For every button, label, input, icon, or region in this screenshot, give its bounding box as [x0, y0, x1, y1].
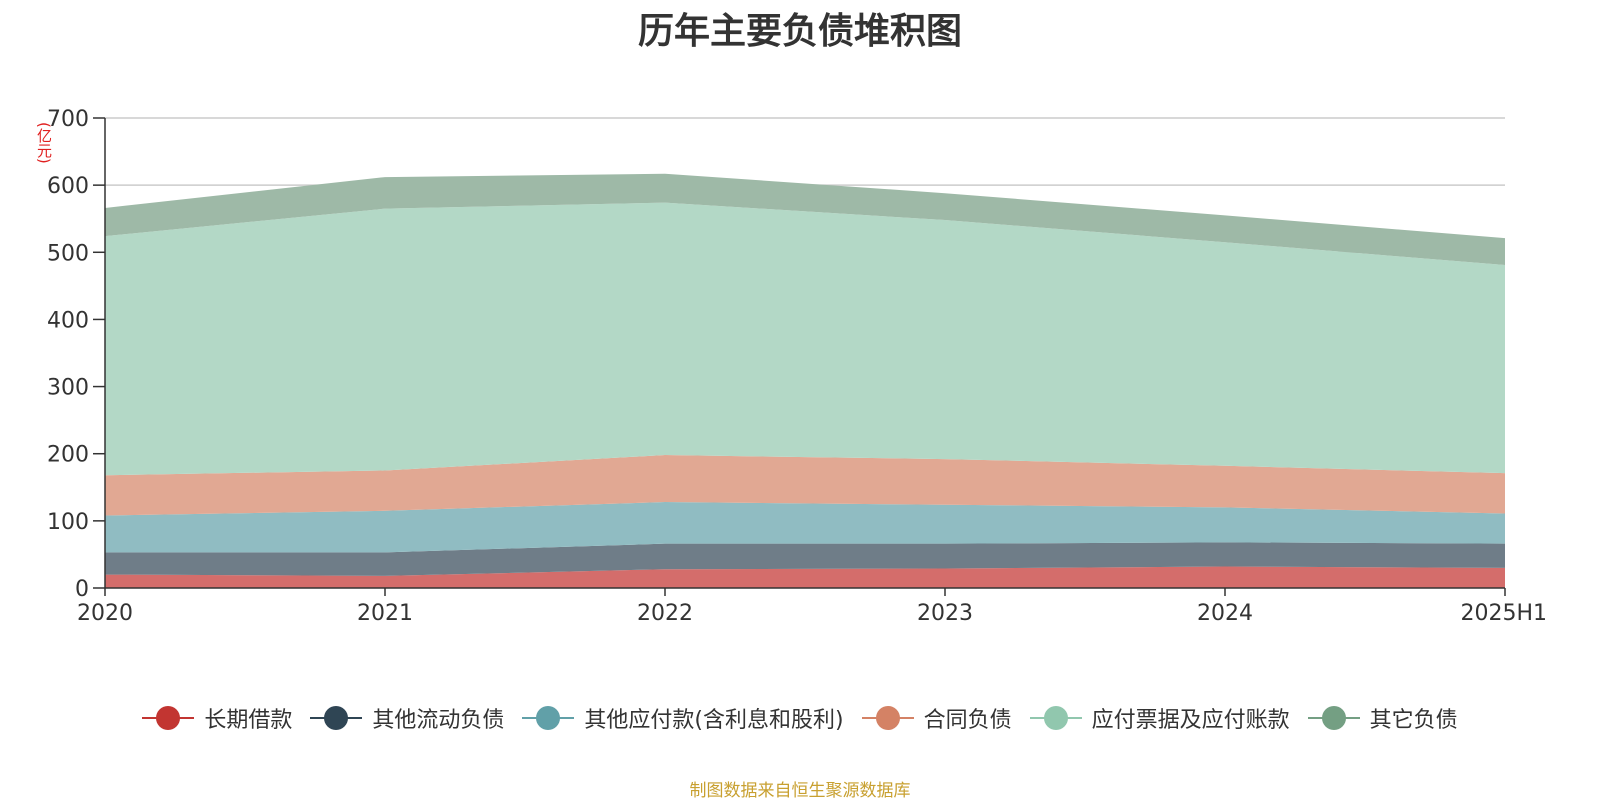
y-tick-label: 400 — [47, 308, 89, 333]
legend-label: 合同负债 — [923, 708, 1012, 733]
x-tick-label: 2022 — [637, 601, 693, 626]
area-series-4 — [105, 455, 1505, 516]
legend-swatch-icon — [310, 706, 363, 730]
legend-label: 其他应付款(含利息和股利) — [584, 708, 844, 733]
x-tick-label: 2021 — [357, 601, 413, 626]
y-tick-label: 0 — [75, 577, 89, 602]
area-series-1 — [105, 566, 1505, 588]
y-tick-label: 100 — [47, 510, 89, 535]
legend-label: 其他流动负债 — [372, 708, 505, 733]
y-axis-unit-label: (亿元) — [35, 122, 53, 164]
area-series-6 — [105, 173, 1505, 266]
data-source-note: 制图数据来自恒生聚源数据库 — [689, 781, 911, 801]
y-tick-label: 500 — [47, 241, 89, 266]
y-tick-label: 700 — [47, 107, 89, 132]
legend-label: 其它负债 — [1369, 708, 1458, 733]
x-tick-label: 2024 — [1197, 601, 1253, 626]
stacked-area-chart: 0 100 200 300 400 500 600 700 2020 2021 2022 2023 20… — [47, 107, 1547, 626]
y-tick-label: 600 — [47, 174, 89, 199]
legend-item-4[interactable]: 合同负债 — [861, 702, 1012, 734]
chart-legend: 长期借款 其他流动负债 其他应付款(含利息和股利) 合同负债 应付票据及应付账款 其它负债 — [0, 700, 1600, 736]
x-tick-label: 2020 — [77, 601, 133, 626]
area-series-2 — [105, 542, 1505, 576]
legend-item-1[interactable]: 长期借款 — [142, 702, 292, 734]
legend-label: 长期借款 — [204, 708, 293, 733]
area-series-3 — [105, 502, 1505, 553]
legend-swatch-icon — [1307, 706, 1360, 730]
chart-title: 历年主要负债堆积图 — [637, 11, 962, 52]
legend-swatch-icon — [522, 706, 575, 730]
x-tick-label: 2023 — [917, 601, 973, 626]
legend-label: 应付票据及应付账款 — [1091, 708, 1290, 733]
legend-swatch-icon — [142, 706, 195, 730]
legend-item-5[interactable]: 应付票据及应付账款 — [1029, 702, 1290, 734]
legend-item-6[interactable]: 其它负债 — [1307, 702, 1458, 734]
y-tick-label: 300 — [47, 376, 89, 401]
area-series-5 — [105, 202, 1505, 476]
legend-item-2[interactable]: 其他流动负债 — [310, 702, 504, 734]
legend-swatch-icon — [1029, 706, 1082, 730]
legend-item-3[interactable]: 其他应付款(含利息和股利) — [522, 702, 844, 734]
legend-swatch-icon — [861, 706, 914, 730]
y-tick-label: 200 — [47, 443, 89, 468]
x-tick-label: 2025H1 — [1460, 601, 1547, 626]
